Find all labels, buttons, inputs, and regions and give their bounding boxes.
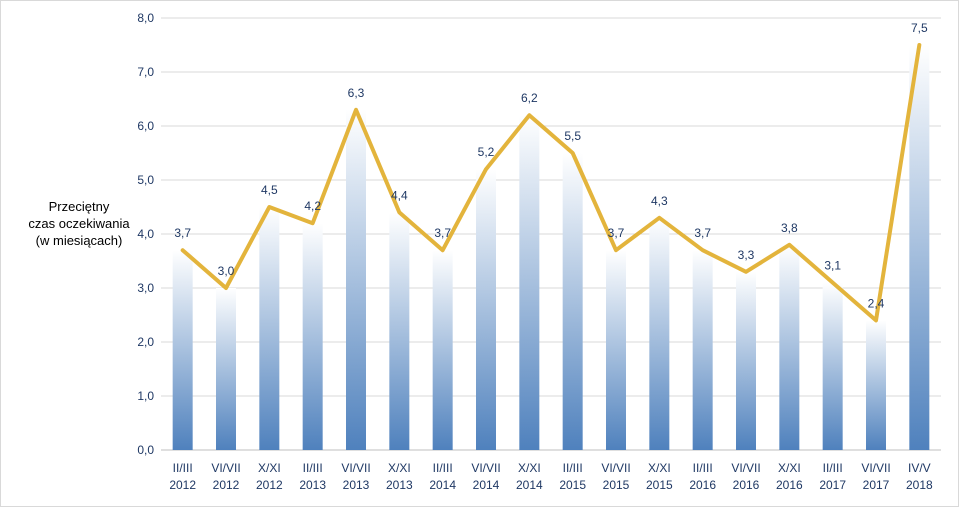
data-label: 3,7 (694, 226, 711, 240)
bar (649, 217, 670, 450)
bar (562, 153, 583, 450)
y-axis-ticks: 0,0 1,0 2,0 3,0 4,0 5,0 6,0 7,0 8,0 (137, 11, 154, 457)
x-axis-ticks: II/III 2012 VI/VII 2012 X/XI 2012 II/III 2013 VI… (169, 461, 933, 492)
data-label: 4,5 (261, 183, 278, 197)
x-tick-label: 2016 (689, 478, 716, 492)
x-tick-label: II/III (693, 461, 713, 475)
x-tick-label: II/III (823, 461, 843, 475)
x-tick-label: VI/VII (341, 461, 370, 475)
x-tick-label: 2015 (559, 478, 586, 492)
x-tick-label: II/III (173, 461, 193, 475)
bar (779, 244, 800, 450)
bar (519, 115, 540, 450)
x-tick-label: X/XI (258, 461, 281, 475)
bar (736, 271, 756, 450)
x-tick-label: 2018 (906, 478, 933, 492)
trend-line-path (180, 43, 922, 323)
trend-line (180, 43, 922, 323)
x-tick-label: X/XI (778, 461, 801, 475)
x-tick-label: 2012 (213, 478, 240, 492)
y-axis-label: Przeciętny czas oczekiwania (w miesiącach) (28, 199, 130, 248)
data-labels: 3,7 3,0 4,5 4,2 6,3 4,4 3,7 5,2 6,2 5,5 3,7 4,3 3,7 3… (174, 21, 928, 310)
y-axis-label-line: Przeciętny (49, 199, 110, 214)
y-tick-label: 5,0 (137, 173, 154, 187)
bar (432, 250, 453, 450)
bar (909, 45, 930, 450)
x-tick-label: 2016 (733, 478, 760, 492)
data-label: 3,7 (174, 226, 191, 240)
bar (389, 212, 410, 450)
y-axis-label-line: czas oczekiwania (28, 216, 130, 231)
x-tick-label: VI/VII (601, 461, 630, 475)
x-tick-label: VI/VII (861, 461, 890, 475)
x-tick-label: II/III (563, 461, 583, 475)
x-tick-label: VI/VII (731, 461, 760, 475)
y-tick-label: 8,0 (137, 11, 154, 25)
y-tick-label: 7,0 (137, 65, 154, 79)
x-tick-label: X/XI (518, 461, 541, 475)
x-tick-label: II/III (433, 461, 453, 475)
x-tick-label: 2015 (603, 478, 630, 492)
data-label: 4,4 (391, 188, 408, 202)
data-label: 6,2 (521, 91, 538, 105)
x-tick-label: X/XI (388, 461, 411, 475)
bar (866, 320, 886, 450)
x-tick-label: 2012 (169, 478, 196, 492)
data-label: 3,7 (608, 226, 625, 240)
x-tick-label: 2015 (646, 478, 673, 492)
data-label: 2,4 (868, 296, 885, 310)
bar (692, 250, 713, 450)
y-tick-label: 1,0 (137, 389, 154, 403)
data-label: 7,5 (911, 21, 928, 35)
data-label: 3,1 (824, 259, 841, 273)
bar (606, 250, 626, 450)
x-tick-label: II/III (303, 461, 323, 475)
y-tick-label: 3,0 (137, 281, 154, 295)
x-tick-label: 2014 (473, 478, 500, 492)
x-tick-label: VI/VII (471, 461, 500, 475)
y-tick-label: 6,0 (137, 119, 154, 133)
x-tick-label: 2016 (776, 478, 803, 492)
data-label: 3,0 (218, 264, 235, 278)
data-label: 4,2 (304, 199, 321, 213)
data-label: 6,3 (348, 86, 365, 100)
x-tick-label: 2017 (863, 478, 890, 492)
y-axis-label-line: (w miesiącach) (36, 233, 123, 248)
bar (822, 282, 843, 450)
y-tick-label: 2,0 (137, 335, 154, 349)
data-label: 5,2 (478, 145, 495, 159)
bar (302, 223, 323, 450)
x-tick-label: X/XI (648, 461, 671, 475)
x-tick-label: 2014 (516, 478, 543, 492)
data-label: 3,3 (738, 248, 755, 262)
bar (259, 207, 280, 450)
x-tick-label: 2012 (256, 478, 283, 492)
x-tick-label: 2013 (386, 478, 413, 492)
bar (476, 169, 496, 450)
x-tick-label: 2013 (343, 478, 370, 492)
bars (172, 45, 930, 451)
data-label: 4,3 (651, 194, 668, 208)
data-label: 3,7 (434, 226, 451, 240)
y-tick-label: 0,0 (137, 443, 154, 457)
x-tick-label: 2017 (819, 478, 846, 492)
bar (216, 288, 236, 450)
bar (346, 109, 366, 451)
data-label: 5,5 (564, 129, 581, 143)
y-tick-label: 4,0 (137, 227, 154, 241)
data-label: 3,8 (781, 221, 798, 235)
x-tick-label: 2014 (429, 478, 456, 492)
x-tick-label: IV/V (908, 461, 931, 475)
x-tick-label: 2013 (299, 478, 326, 492)
gridlines (161, 17, 941, 451)
x-tick-label: VI/VII (211, 461, 240, 475)
bar (172, 250, 193, 450)
